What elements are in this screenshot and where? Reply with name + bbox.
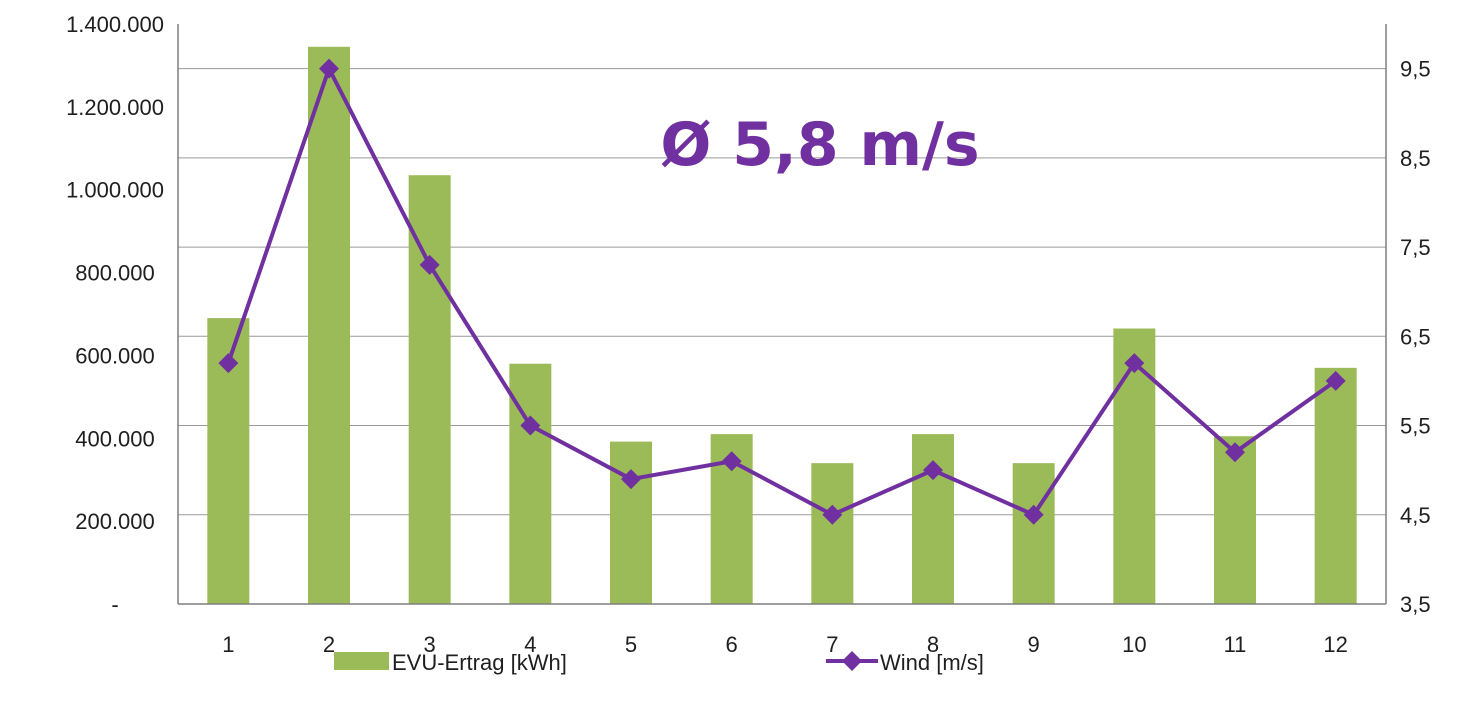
x-axis-tick-label: 6 xyxy=(726,632,738,657)
wind-point xyxy=(1325,370,1346,391)
right-axis: 3,5 4,5 5,5 6,5 7,5 8,5 9,5 xyxy=(1400,57,1431,617)
x-axis-tick-label: 8 xyxy=(927,632,939,657)
right-axis-tick-label: 9,5 xyxy=(1400,57,1431,82)
left-axis-tick-label: 1.000.000 xyxy=(66,178,164,203)
left-axis-tick-label: 600.000 xyxy=(75,343,155,368)
bar xyxy=(811,463,854,604)
right-axis-tick-label: 3,5 xyxy=(1400,592,1431,617)
legend-bar-label: EVU-Ertrag [kWh] xyxy=(392,650,567,675)
x-axis-tick-label: 11 xyxy=(1224,632,1247,657)
wind-point xyxy=(822,504,843,525)
legend: EVU-Ertrag [kWh] Wind [m/s] xyxy=(334,650,984,675)
legend-bar-swatch xyxy=(334,652,389,670)
bar xyxy=(408,175,451,604)
x-axis-tick-label: 2 xyxy=(323,632,335,657)
wind-point xyxy=(218,353,239,374)
right-axis-tick-label: 7,5 xyxy=(1400,235,1431,260)
wind-point xyxy=(1124,353,1145,374)
left-axis: - 200.000 400.000 600.000 800.000 1.000.000 1.… xyxy=(66,12,164,617)
wind-point xyxy=(1023,504,1044,525)
bar xyxy=(610,441,652,604)
wind-line xyxy=(226,66,1337,517)
wind-point xyxy=(923,460,943,481)
x-axis: 1 2 3 4 5 6 7 8 9 10 11 12 xyxy=(177,24,1387,657)
bar xyxy=(912,434,954,604)
right-axis-tick-label: 8,5 xyxy=(1400,146,1431,171)
right-axis-tick-label: 6,5 xyxy=(1400,324,1431,349)
wind-point xyxy=(621,469,641,490)
wind-point xyxy=(319,58,339,79)
x-axis-tick-label: 10 xyxy=(1122,632,1146,657)
wind-point xyxy=(520,415,541,436)
wind-point xyxy=(419,254,440,275)
x-axis-tick-label: 1 xyxy=(222,632,234,657)
x-axis-tick-label: 12 xyxy=(1323,632,1347,657)
line-series xyxy=(218,58,1346,525)
x-axis-tick-label: 9 xyxy=(1028,632,1040,657)
wind-point xyxy=(1225,442,1245,463)
gridlines xyxy=(178,68,1386,605)
x-axis-tick-label: 3 xyxy=(424,632,436,657)
left-axis-tick-label: 800.000 xyxy=(75,261,155,286)
right-axis-tick-label: 5,5 xyxy=(1400,414,1431,439)
x-axis-tick-label: 4 xyxy=(524,632,536,657)
left-axis-tick-label: 1.400.000 xyxy=(66,12,164,37)
right-axis-tick-label: 4,5 xyxy=(1400,503,1431,528)
left-axis-tick-label: - xyxy=(111,592,118,617)
bar-series xyxy=(207,46,1357,605)
left-axis-tick-label: 200.000 xyxy=(75,509,155,534)
bar xyxy=(1314,367,1357,604)
x-axis-tick-label: 7 xyxy=(826,632,838,657)
bar xyxy=(1214,436,1256,604)
bar xyxy=(308,46,350,605)
legend-line-label: Wind [m/s] xyxy=(880,650,984,675)
legend-line-marker xyxy=(842,651,862,671)
bar xyxy=(1012,463,1055,604)
average-wind-annotation: Ø 5,8 m/s xyxy=(660,110,979,180)
x-axis-tick-label: 5 xyxy=(625,632,637,657)
left-axis-tick-label: 400.000 xyxy=(75,426,155,451)
left-axis-tick-label: 1.200.000 xyxy=(66,95,164,120)
wind-point xyxy=(721,451,742,472)
